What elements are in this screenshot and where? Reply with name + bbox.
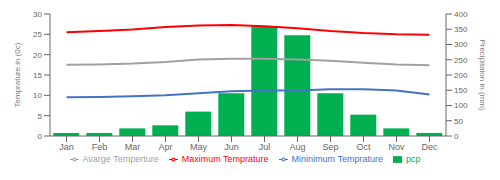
svg-text:Jan: Jan [59,142,74,152]
svg-text:Precipitaion in (mm): Precipitaion in (mm) [478,39,487,110]
svg-text:250: 250 [454,56,468,65]
svg-text:Jun: Jun [224,142,239,152]
svg-text:0: 0 [38,132,43,141]
svg-text:Dec: Dec [421,142,438,152]
svg-text:25: 25 [33,30,42,39]
svg-text:400: 400 [454,10,468,19]
svg-text:30: 30 [33,10,42,19]
svg-text:10: 10 [33,91,42,100]
html-text:pcp: pcp [406,154,421,164]
svg-text:5: 5 [38,112,43,121]
html-text:Avarge Temperture: Avarge Temperture [82,154,159,164]
svg-text:300: 300 [454,40,468,49]
svg-text:Apr: Apr [158,142,172,152]
svg-text:15: 15 [33,71,42,80]
svg-text:20: 20 [33,51,42,60]
svg-text:0: 0 [454,132,459,141]
svg-text:200: 200 [454,71,468,80]
html-text:Maximum Temprature: Maximum Temprature [181,154,269,164]
svg-text:Feb: Feb [92,142,108,152]
svg-text:50: 50 [454,117,463,126]
html-text:Mininimum Temprature: Mininimum Temprature [291,154,383,164]
svg-text:350: 350 [454,25,468,34]
svg-text:Temprature in (0c): Temprature in (0c) [13,42,22,107]
svg-text:Nov: Nov [388,142,405,152]
svg-text:May: May [190,142,208,152]
svg-text:150: 150 [454,86,468,95]
svg-text:Aug: Aug [289,142,305,152]
svg-text:Mar: Mar [125,142,141,152]
svg-text:Oct: Oct [356,142,371,152]
svg-text:Jul: Jul [259,142,271,152]
svg-text:100: 100 [454,101,468,110]
svg-text:Sep: Sep [322,142,338,152]
